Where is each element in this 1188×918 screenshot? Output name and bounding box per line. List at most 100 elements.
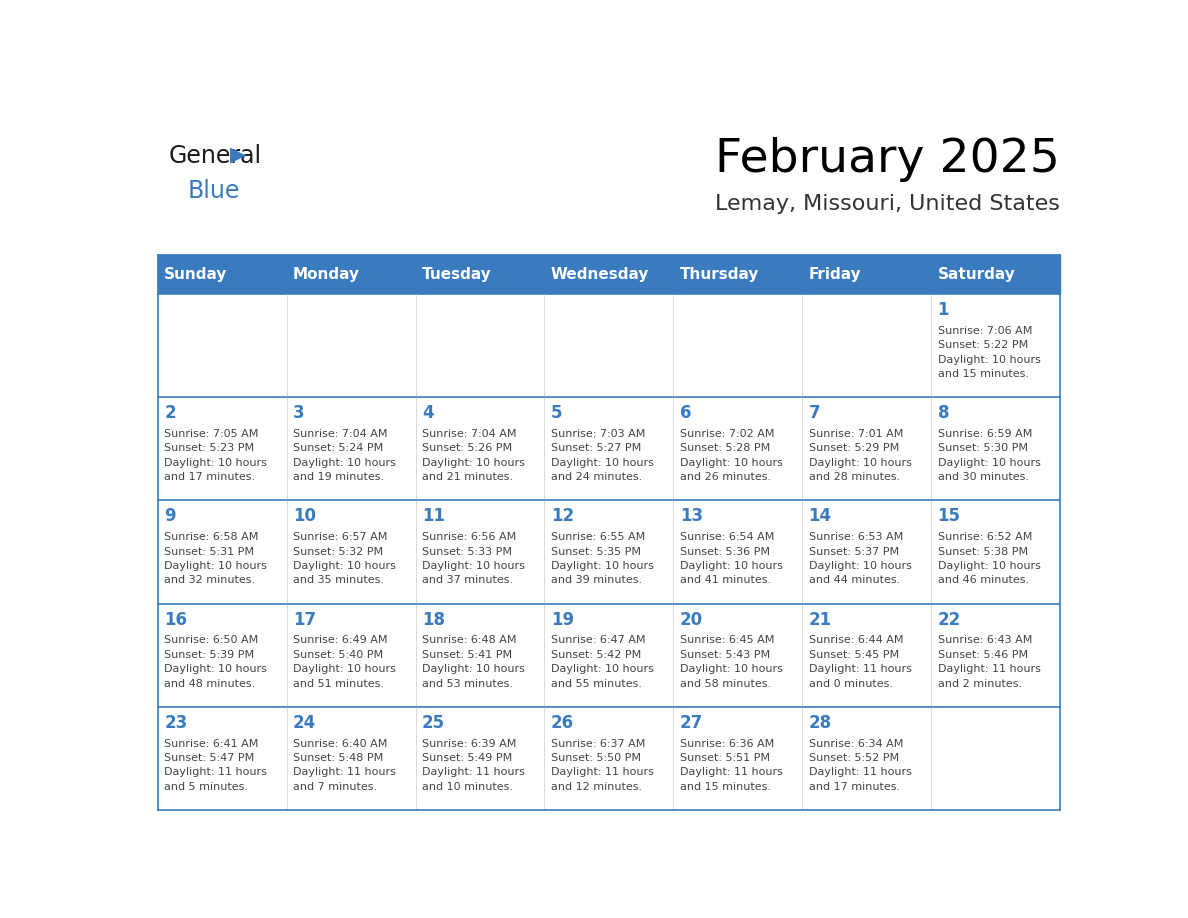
Text: Friday: Friday	[809, 267, 861, 282]
Bar	[286, 603, 416, 707]
Text: 21: 21	[809, 610, 832, 629]
Text: Sunrise: 6:59 AM
Sunset: 5:30 PM
Daylight: 10 hours
and 30 minutes.: Sunrise: 6:59 AM Sunset: 5:30 PM Dayligh…	[937, 429, 1041, 482]
Text: Sunrise: 6:39 AM
Sunset: 5:49 PM
Daylight: 11 hours
and 10 minutes.: Sunrise: 6:39 AM Sunset: 5:49 PM Dayligh…	[422, 739, 525, 791]
Text: Sunrise: 6:52 AM
Sunset: 5:38 PM
Daylight: 10 hours
and 46 minutes.: Sunrise: 6:52 AM Sunset: 5:38 PM Dayligh…	[937, 532, 1041, 586]
Text: Sunrise: 6:53 AM
Sunset: 5:37 PM
Daylight: 10 hours
and 44 minutes.: Sunrise: 6:53 AM Sunset: 5:37 PM Dayligh…	[809, 532, 911, 586]
Text: 22: 22	[937, 610, 961, 629]
Bar	[286, 500, 416, 603]
Text: Thursday: Thursday	[680, 267, 759, 282]
Text: 3: 3	[293, 404, 304, 422]
Bar	[286, 294, 416, 397]
Text: Sunrise: 7:05 AM
Sunset: 5:23 PM
Daylight: 10 hours
and 17 minutes.: Sunrise: 7:05 AM Sunset: 5:23 PM Dayligh…	[164, 429, 267, 482]
Bar	[286, 397, 416, 500]
Bar	[416, 500, 544, 603]
Text: 11: 11	[422, 508, 446, 525]
Bar	[931, 397, 1060, 500]
Text: Sunrise: 6:54 AM
Sunset: 5:36 PM
Daylight: 10 hours
and 41 minutes.: Sunrise: 6:54 AM Sunset: 5:36 PM Dayligh…	[680, 532, 783, 586]
Text: 2: 2	[164, 404, 176, 422]
Text: 24: 24	[293, 714, 316, 732]
Text: Sunrise: 6:50 AM
Sunset: 5:39 PM
Daylight: 10 hours
and 48 minutes.: Sunrise: 6:50 AM Sunset: 5:39 PM Dayligh…	[164, 635, 267, 688]
Bar	[674, 603, 802, 707]
Text: Sunrise: 7:03 AM
Sunset: 5:27 PM
Daylight: 10 hours
and 24 minutes.: Sunrise: 7:03 AM Sunset: 5:27 PM Dayligh…	[551, 429, 653, 482]
Bar	[416, 603, 544, 707]
Text: 20: 20	[680, 610, 703, 629]
Text: Monday: Monday	[293, 267, 360, 282]
Text: Sunrise: 6:55 AM
Sunset: 5:35 PM
Daylight: 10 hours
and 39 minutes.: Sunrise: 6:55 AM Sunset: 5:35 PM Dayligh…	[551, 532, 653, 586]
Text: Sunrise: 7:01 AM
Sunset: 5:29 PM
Daylight: 10 hours
and 28 minutes.: Sunrise: 7:01 AM Sunset: 5:29 PM Dayligh…	[809, 429, 911, 482]
Bar	[674, 500, 802, 603]
Text: Sunrise: 6:41 AM
Sunset: 5:47 PM
Daylight: 11 hours
and 5 minutes.: Sunrise: 6:41 AM Sunset: 5:47 PM Dayligh…	[164, 739, 267, 791]
Text: Sunrise: 6:40 AM
Sunset: 5:48 PM
Daylight: 11 hours
and 7 minutes.: Sunrise: 6:40 AM Sunset: 5:48 PM Dayligh…	[293, 739, 396, 791]
Bar	[544, 397, 674, 500]
Text: Sunrise: 7:06 AM
Sunset: 5:22 PM
Daylight: 10 hours
and 15 minutes.: Sunrise: 7:06 AM Sunset: 5:22 PM Dayligh…	[937, 326, 1041, 379]
Text: Sunrise: 6:36 AM
Sunset: 5:51 PM
Daylight: 11 hours
and 15 minutes.: Sunrise: 6:36 AM Sunset: 5:51 PM Dayligh…	[680, 739, 783, 791]
Bar	[674, 397, 802, 500]
Bar	[416, 397, 544, 500]
Bar	[802, 603, 931, 707]
Bar	[544, 603, 674, 707]
Text: 9: 9	[164, 508, 176, 525]
Text: 26: 26	[551, 714, 574, 732]
Text: 7: 7	[809, 404, 820, 422]
Bar	[158, 397, 286, 500]
Text: 12: 12	[551, 508, 574, 525]
Text: 27: 27	[680, 714, 703, 732]
Text: Saturday: Saturday	[937, 267, 1016, 282]
Text: 25: 25	[422, 714, 446, 732]
Bar	[802, 707, 931, 810]
Text: Sunrise: 6:58 AM
Sunset: 5:31 PM
Daylight: 10 hours
and 32 minutes.: Sunrise: 6:58 AM Sunset: 5:31 PM Dayligh…	[164, 532, 267, 586]
Text: Sunrise: 6:56 AM
Sunset: 5:33 PM
Daylight: 10 hours
and 37 minutes.: Sunrise: 6:56 AM Sunset: 5:33 PM Dayligh…	[422, 532, 525, 586]
Text: Sunday: Sunday	[164, 267, 228, 282]
Bar	[802, 294, 931, 397]
Text: Sunrise: 7:04 AM
Sunset: 5:26 PM
Daylight: 10 hours
and 21 minutes.: Sunrise: 7:04 AM Sunset: 5:26 PM Dayligh…	[422, 429, 525, 482]
Bar	[158, 707, 286, 810]
Bar	[158, 255, 286, 294]
Text: 1: 1	[937, 301, 949, 319]
Bar	[158, 603, 286, 707]
Text: Sunrise: 6:44 AM
Sunset: 5:45 PM
Daylight: 11 hours
and 0 minutes.: Sunrise: 6:44 AM Sunset: 5:45 PM Dayligh…	[809, 635, 911, 688]
Bar	[802, 500, 931, 603]
Bar	[931, 294, 1060, 397]
Text: 8: 8	[937, 404, 949, 422]
Text: 18: 18	[422, 610, 446, 629]
Bar	[802, 397, 931, 500]
Text: General: General	[169, 144, 261, 168]
Text: Sunrise: 7:04 AM
Sunset: 5:24 PM
Daylight: 10 hours
and 19 minutes.: Sunrise: 7:04 AM Sunset: 5:24 PM Dayligh…	[293, 429, 396, 482]
Text: 15: 15	[937, 508, 961, 525]
Text: 6: 6	[680, 404, 691, 422]
Text: Sunrise: 6:48 AM
Sunset: 5:41 PM
Daylight: 10 hours
and 53 minutes.: Sunrise: 6:48 AM Sunset: 5:41 PM Dayligh…	[422, 635, 525, 688]
Text: 5: 5	[551, 404, 562, 422]
Bar	[286, 255, 416, 294]
Text: Lemay, Missouri, United States: Lemay, Missouri, United States	[715, 194, 1060, 214]
Bar	[416, 294, 544, 397]
Bar	[674, 707, 802, 810]
Text: 10: 10	[293, 508, 316, 525]
Bar	[931, 603, 1060, 707]
Text: Sunrise: 6:49 AM
Sunset: 5:40 PM
Daylight: 10 hours
and 51 minutes.: Sunrise: 6:49 AM Sunset: 5:40 PM Dayligh…	[293, 635, 396, 688]
Bar	[931, 500, 1060, 603]
Text: Sunrise: 6:47 AM
Sunset: 5:42 PM
Daylight: 10 hours
and 55 minutes.: Sunrise: 6:47 AM Sunset: 5:42 PM Dayligh…	[551, 635, 653, 688]
Bar	[416, 707, 544, 810]
Bar	[674, 255, 802, 294]
Text: 17: 17	[293, 610, 316, 629]
Bar	[544, 707, 674, 810]
Text: February 2025: February 2025	[715, 137, 1060, 182]
Text: Wednesday: Wednesday	[551, 267, 649, 282]
Bar	[544, 500, 674, 603]
Text: ▶: ▶	[229, 145, 246, 165]
Bar	[158, 294, 286, 397]
Text: Sunrise: 6:34 AM
Sunset: 5:52 PM
Daylight: 11 hours
and 17 minutes.: Sunrise: 6:34 AM Sunset: 5:52 PM Dayligh…	[809, 739, 911, 791]
Text: 28: 28	[809, 714, 832, 732]
Text: 16: 16	[164, 610, 188, 629]
Text: 19: 19	[551, 610, 574, 629]
Bar	[544, 294, 674, 397]
Text: 13: 13	[680, 508, 703, 525]
Text: Sunrise: 7:02 AM
Sunset: 5:28 PM
Daylight: 10 hours
and 26 minutes.: Sunrise: 7:02 AM Sunset: 5:28 PM Dayligh…	[680, 429, 783, 482]
Text: Tuesday: Tuesday	[422, 267, 492, 282]
Text: 4: 4	[422, 404, 434, 422]
Bar	[931, 707, 1060, 810]
Bar	[158, 500, 286, 603]
Bar	[802, 255, 931, 294]
Text: Sunrise: 6:45 AM
Sunset: 5:43 PM
Daylight: 10 hours
and 58 minutes.: Sunrise: 6:45 AM Sunset: 5:43 PM Dayligh…	[680, 635, 783, 688]
Bar	[286, 707, 416, 810]
